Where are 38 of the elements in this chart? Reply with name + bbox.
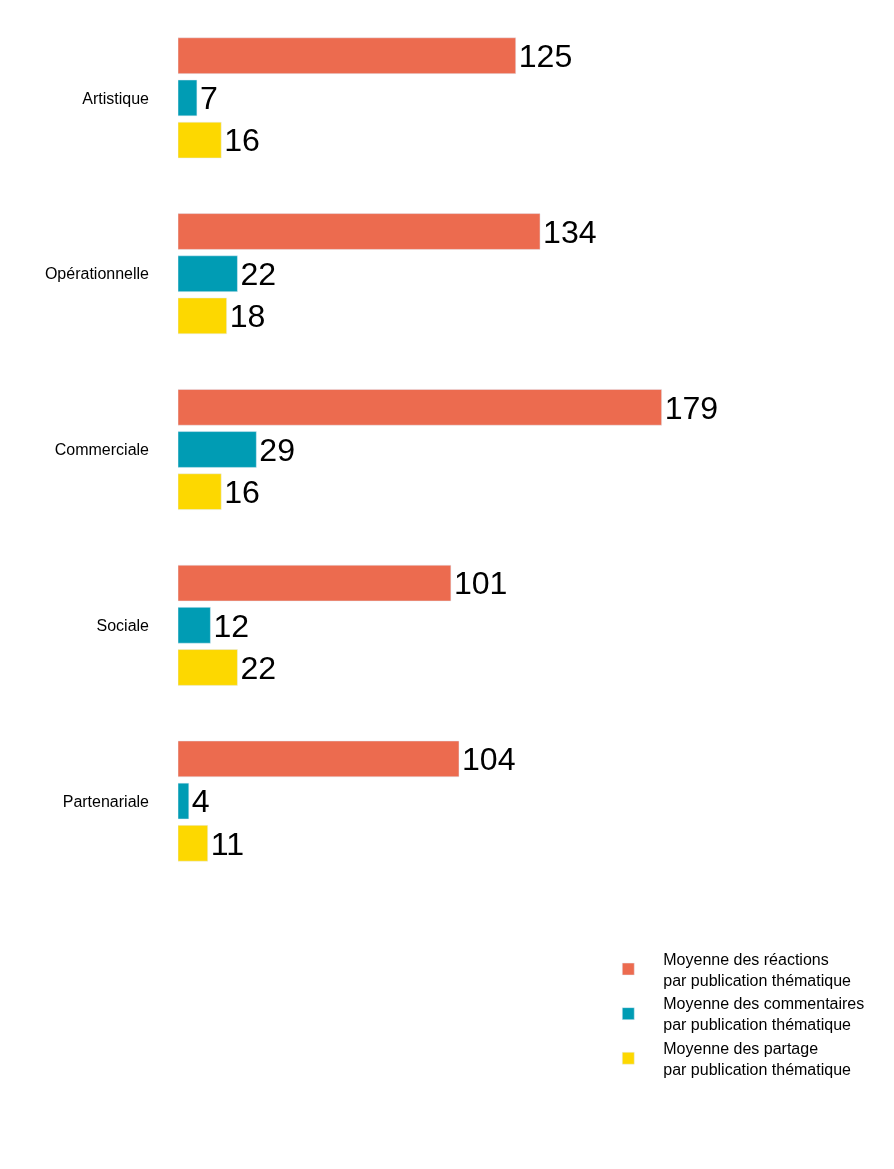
bar bbox=[178, 79, 198, 117]
bar bbox=[178, 649, 238, 686]
data-label: 101 bbox=[453, 565, 508, 602]
data-label: 104 bbox=[462, 741, 516, 778]
bar bbox=[178, 389, 662, 426]
data-label: 179 bbox=[664, 389, 719, 426]
data-label: 16 bbox=[224, 122, 260, 159]
legend-label: Moyenne des partage par publication thématique bbox=[663, 1040, 852, 1078]
data-label: 7 bbox=[199, 80, 218, 117]
bar bbox=[178, 825, 208, 862]
legend-label: Moyenne des réactions par publication thématique bbox=[663, 950, 852, 989]
data-label: 11 bbox=[210, 825, 245, 862]
bar bbox=[178, 431, 257, 468]
bar bbox=[178, 255, 238, 292]
bar bbox=[178, 782, 190, 820]
data-label: 134 bbox=[543, 213, 597, 250]
data-label: 16 bbox=[224, 474, 260, 511]
data-label: 22 bbox=[240, 256, 277, 293]
bar bbox=[178, 607, 211, 644]
y-tick-label: Partenariale bbox=[62, 792, 150, 810]
bar bbox=[178, 473, 222, 510]
data-label: 12 bbox=[213, 607, 250, 644]
data-label: 18 bbox=[229, 298, 266, 335]
data-label: 4 bbox=[191, 783, 210, 820]
legend-label: Moyenne des commentaires par publication thématique bbox=[663, 995, 865, 1034]
y-tick-label: Artistique bbox=[82, 89, 150, 107]
bar bbox=[178, 121, 222, 159]
data-label: 125 bbox=[518, 38, 573, 75]
bar bbox=[178, 740, 460, 778]
bar bbox=[178, 564, 452, 602]
bar bbox=[178, 213, 541, 250]
data-label: 29 bbox=[259, 431, 296, 468]
y-tick-label: Opérationnelle bbox=[44, 265, 150, 283]
bar bbox=[178, 37, 516, 74]
y-tick-label: Sociale bbox=[96, 616, 150, 634]
y-tick-label: Commerciale bbox=[54, 441, 150, 459]
data-label: 22 bbox=[240, 649, 277, 686]
bar bbox=[178, 297, 227, 335]
